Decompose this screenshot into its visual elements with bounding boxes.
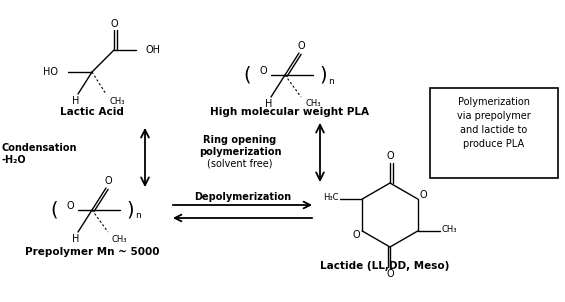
Text: CH₃: CH₃ [305,99,320,108]
Text: Polymerization: Polymerization [458,97,530,107]
Text: n: n [328,76,334,85]
Text: O: O [386,269,394,279]
Text: H: H [266,99,273,109]
Text: (: ( [244,66,251,85]
Text: H₃C: H₃C [323,194,338,203]
Text: produce PLA: produce PLA [463,139,524,149]
Text: O: O [259,66,267,76]
Text: High molecular weight PLA: High molecular weight PLA [211,107,370,117]
Text: CH₃: CH₃ [110,97,125,105]
Text: ): ) [319,66,327,85]
Text: Lactide (LL,DD, Meso): Lactide (LL,DD, Meso) [320,261,450,271]
Text: OH: OH [146,45,161,55]
Text: CH₃: CH₃ [442,226,457,234]
Text: O: O [386,151,394,161]
Text: and lactide to: and lactide to [460,125,528,135]
Text: Prepolymer Mn ~ 5000: Prepolymer Mn ~ 5000 [25,247,159,257]
Text: HO: HO [43,67,58,77]
Text: CH₃: CH₃ [112,234,128,243]
Text: O: O [66,201,74,211]
Text: polymerization: polymerization [199,147,281,157]
Text: H: H [72,234,80,244]
Text: O: O [104,176,112,186]
Text: ): ) [126,201,134,220]
Text: O: O [420,190,428,200]
Text: (solvent free): (solvent free) [207,158,273,168]
Text: -H₂O: -H₂O [2,155,27,165]
Text: O: O [353,230,360,240]
Text: Depolymerization: Depolymerization [194,192,291,202]
Text: Lactic Acid: Lactic Acid [60,107,124,117]
Text: H: H [72,96,80,106]
Text: Ring opening: Ring opening [203,135,277,145]
Text: O: O [297,41,305,51]
FancyBboxPatch shape [430,88,558,178]
Text: via prepolymer: via prepolymer [457,111,531,121]
Text: (: ( [50,201,58,220]
Text: Condensation: Condensation [2,143,77,153]
Text: O: O [110,19,118,29]
Text: n: n [135,211,141,220]
